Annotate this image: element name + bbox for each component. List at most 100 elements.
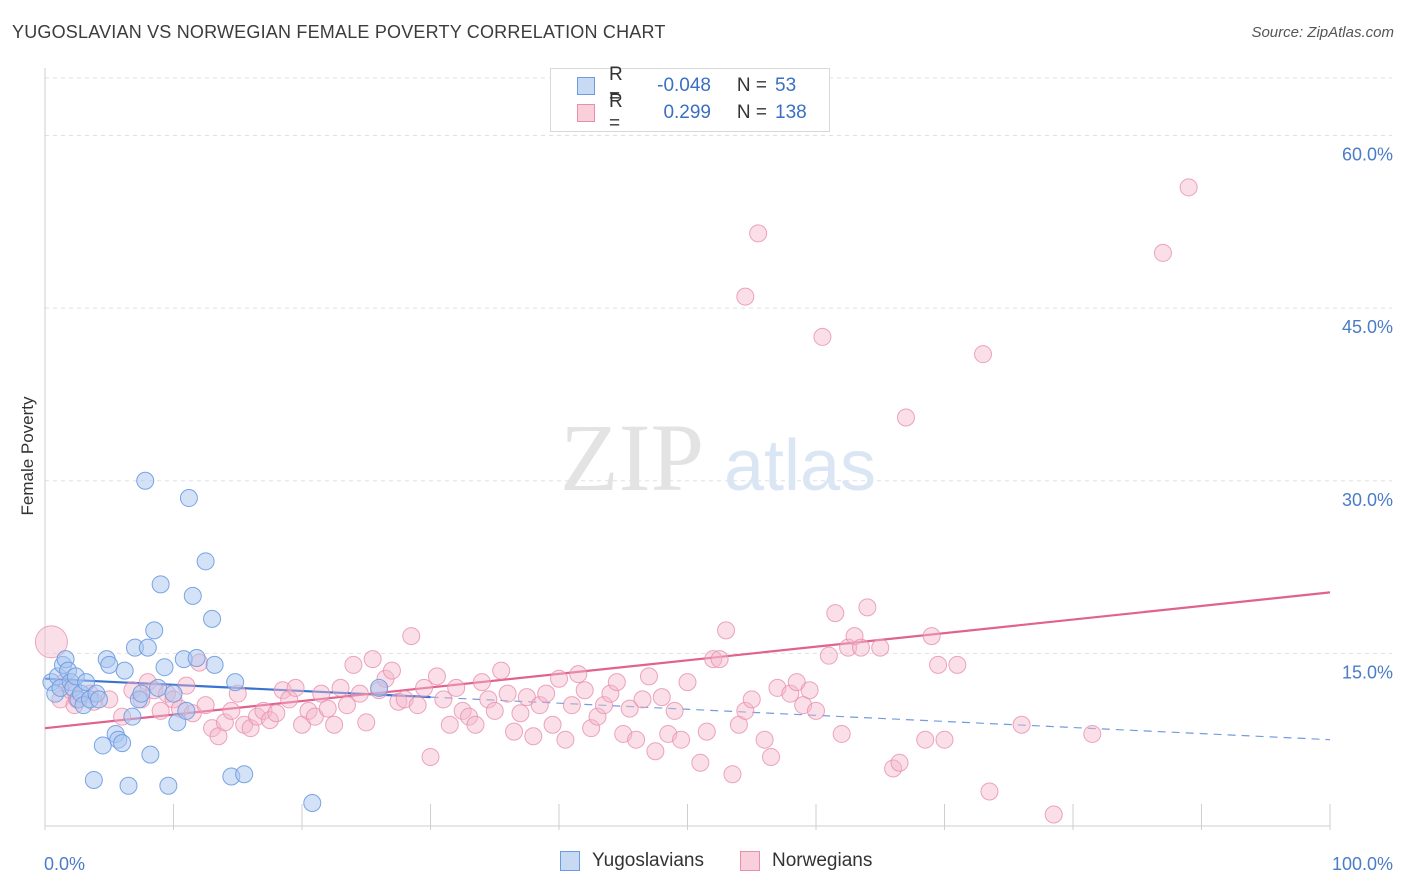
legend-n-label: N =	[736, 75, 767, 96]
point-yugoslavian	[155, 658, 174, 677]
point-norwegian	[305, 707, 324, 726]
point-norwegian	[1179, 178, 1198, 197]
point-yugoslavian	[132, 684, 151, 703]
x-tick-label-min: 0.0%	[44, 854, 85, 874]
point-norwegian	[447, 678, 466, 697]
point-norwegian	[749, 224, 768, 243]
point-norwegian	[408, 696, 427, 715]
point-yugoslavian	[123, 707, 142, 726]
point-norwegian	[151, 701, 170, 720]
point-norwegian	[665, 701, 684, 720]
point-norwegian	[582, 719, 601, 738]
point-norwegian	[524, 727, 543, 746]
point-norwegian	[177, 676, 196, 695]
point-norwegian	[607, 673, 626, 692]
legend-n-value: 138	[775, 102, 807, 123]
y-tick-label: 30.0%	[1342, 490, 1393, 510]
point-norwegian	[922, 627, 941, 646]
point-norwegian	[260, 711, 279, 730]
point-norwegian	[588, 707, 607, 726]
point-yugoslavian	[159, 776, 178, 795]
point-yugoslavian	[196, 552, 215, 571]
point-norwegian	[562, 696, 581, 715]
point-norwegian	[318, 699, 337, 718]
bottom-legend-norwegians: Norwegians	[740, 850, 872, 872]
point-norwegian	[241, 719, 260, 738]
point-norwegian	[479, 690, 498, 709]
point-norwegian	[498, 684, 517, 703]
point-norwegian	[929, 655, 948, 674]
legend-row-yugoslavians: R = -0.048 N = 53	[577, 64, 811, 107]
point-norwegian	[222, 701, 241, 720]
point-norwegian	[755, 730, 774, 749]
point-norwegian	[697, 722, 716, 741]
y-tick-label: 60.0%	[1342, 145, 1393, 165]
point-norwegian	[832, 724, 851, 743]
bottom-legend-swatch-pink	[740, 851, 760, 871]
point-norwegian	[1083, 724, 1102, 743]
point-norwegian	[472, 673, 491, 692]
legend-n-value: 53	[775, 75, 797, 96]
point-norwegian	[845, 627, 864, 646]
legend-r-value: 0.299	[663, 102, 711, 123]
point-norwegian	[530, 696, 549, 715]
point-norwegian	[781, 684, 800, 703]
point-norwegian	[826, 604, 845, 623]
point-norwegian	[196, 696, 215, 715]
data-points	[34, 178, 1198, 824]
point-norwegian	[858, 598, 877, 617]
point-norwegian	[639, 667, 658, 686]
point-norwegian	[415, 678, 434, 697]
point-yugoslavian	[177, 701, 196, 720]
point-yugoslavian	[205, 655, 224, 674]
point-norwegian	[215, 713, 234, 732]
point-norwegian	[710, 650, 729, 669]
point-norwegian	[34, 625, 68, 659]
point-yugoslavian	[226, 673, 245, 692]
point-norwegian	[466, 715, 485, 734]
point-norwegian	[652, 688, 671, 707]
trend-line-yugoslavians-extension	[430, 696, 1331, 741]
point-norwegian	[633, 690, 652, 709]
point-norwegian	[935, 730, 954, 749]
x-tick-label-max: 100.0%	[1332, 854, 1393, 874]
point-yugoslavian	[115, 661, 134, 680]
point-norwegian	[948, 655, 967, 674]
point-norwegian	[890, 753, 909, 772]
point-yugoslavian	[84, 770, 103, 789]
point-norwegian	[511, 704, 530, 723]
legend-r-label: R =	[609, 91, 623, 134]
point-norwegian	[723, 765, 742, 784]
point-yugoslavian	[164, 684, 183, 703]
point-norwegian	[736, 287, 755, 306]
point-norwegian	[402, 627, 421, 646]
point-norwegian	[807, 701, 825, 720]
point-norwegian	[575, 681, 594, 700]
point-norwegian	[421, 747, 440, 766]
watermark-atlas: atlas	[724, 426, 876, 506]
point-norwegian	[382, 661, 401, 680]
point-yugoslavian	[141, 745, 160, 764]
point-norwegian	[434, 690, 453, 709]
trend-line-norwegians	[44, 591, 1331, 730]
point-yugoslavian	[136, 471, 155, 490]
y-tick-label: 45.0%	[1342, 317, 1393, 337]
point-yugoslavian	[370, 678, 389, 697]
point-norwegian	[267, 704, 286, 723]
point-norwegian	[896, 408, 915, 427]
point-yugoslavian	[119, 776, 138, 795]
point-norwegian	[569, 665, 588, 684]
point-norwegian	[1012, 715, 1031, 734]
point-yugoslavian	[235, 765, 254, 784]
point-norwegian	[550, 669, 568, 688]
legend-r-value: -0.048	[657, 75, 711, 96]
point-norwegian	[485, 701, 504, 720]
point-yugoslavian	[77, 673, 96, 692]
point-norwegian	[556, 730, 575, 749]
point-norwegian	[286, 678, 305, 697]
bottom-legend-label: Yugoslavians	[592, 850, 704, 871]
point-yugoslavian	[179, 489, 198, 508]
bottom-legend-swatch-blue	[560, 851, 580, 871]
trend-lines	[44, 591, 1331, 741]
